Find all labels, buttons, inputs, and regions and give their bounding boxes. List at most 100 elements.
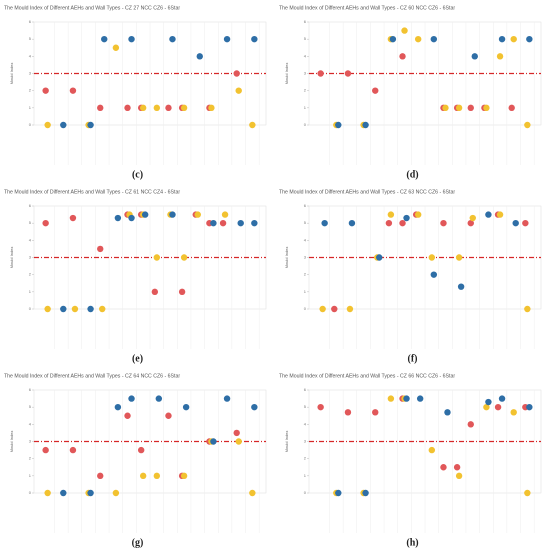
data-point	[182, 403, 190, 411]
data-point	[165, 104, 172, 112]
data-point	[416, 395, 424, 402]
data-point	[235, 87, 242, 94]
y-tick-label: 0	[29, 122, 32, 127]
data-point	[128, 35, 135, 43]
y-tick-label: 0	[304, 122, 307, 127]
data-point	[71, 305, 79, 313]
data-point	[128, 395, 135, 402]
data-point	[139, 472, 147, 480]
y-tick-label: 1	[304, 289, 307, 294]
data-point	[387, 395, 395, 402]
data-point	[124, 412, 131, 419]
y-tick-label: 3	[304, 71, 307, 76]
data-point	[485, 211, 492, 218]
data-point	[44, 489, 51, 497]
data-point	[221, 211, 229, 218]
data-point	[223, 395, 231, 402]
y-tick-label: 5	[304, 404, 307, 409]
y-tick-label: 6	[304, 387, 307, 392]
chart-panel: The Mould Index of Different AEHs and Wa…	[4, 373, 267, 548]
data-point	[469, 214, 476, 222]
y-tick-label: 5	[29, 36, 32, 41]
data-point	[389, 35, 397, 43]
chart-title: The Mould Index of Different AEHs and Wa…	[4, 5, 180, 11]
subfigure-label: (e)	[132, 353, 143, 364]
data-point	[235, 438, 242, 445]
data-point	[317, 70, 324, 77]
data-point	[317, 403, 324, 411]
y-tick-label: 4	[29, 421, 32, 426]
y-axis-label: Mould Index	[9, 431, 14, 453]
y-tick-label: 5	[304, 36, 307, 41]
data-point	[440, 464, 447, 471]
data-point	[414, 35, 422, 43]
data-point	[430, 35, 438, 43]
data-point	[321, 219, 328, 227]
data-point	[42, 87, 49, 94]
data-point	[526, 403, 533, 411]
y-tick-label: 1	[304, 105, 307, 110]
y-tick-label: 3	[304, 439, 307, 444]
data-point	[346, 305, 354, 313]
y-tick-label: 1	[29, 289, 32, 294]
data-point	[87, 305, 94, 313]
subfigure-label: (f)	[408, 353, 418, 364]
data-point	[526, 35, 533, 43]
data-point	[210, 219, 217, 227]
y-tick-label: 5	[29, 220, 32, 225]
data-point	[141, 211, 149, 218]
data-point	[97, 245, 104, 253]
data-point	[114, 214, 122, 222]
data-point	[440, 219, 447, 227]
y-tick-label: 3	[304, 255, 307, 260]
data-point	[485, 398, 492, 406]
data-point	[233, 429, 240, 437]
data-point	[153, 472, 161, 480]
data-point	[430, 271, 438, 278]
data-point	[69, 87, 77, 94]
y-tick-label: 3	[29, 71, 32, 76]
y-axis-label: Mould Index	[9, 63, 14, 85]
data-point	[44, 121, 51, 129]
data-point	[414, 211, 422, 218]
data-point	[362, 489, 369, 497]
data-point	[124, 104, 131, 112]
data-point	[467, 219, 474, 227]
data-point	[399, 219, 406, 227]
data-point	[155, 395, 163, 402]
data-point	[237, 219, 244, 227]
data-point	[455, 472, 463, 480]
y-tick-label: 5	[304, 220, 307, 225]
y-tick-label: 2	[29, 272, 32, 277]
data-point	[331, 305, 338, 313]
data-point	[180, 472, 188, 480]
data-point	[512, 219, 519, 227]
data-point	[376, 254, 383, 261]
data-point	[101, 35, 108, 43]
data-point	[219, 219, 227, 227]
data-point	[60, 305, 67, 313]
y-tick-label: 2	[29, 88, 32, 93]
y-tick-label: 6	[304, 19, 307, 24]
y-tick-label: 6	[304, 203, 307, 208]
data-point	[387, 211, 395, 218]
data-point	[210, 438, 217, 445]
data-point	[87, 121, 94, 129]
data-point	[169, 35, 176, 43]
data-point	[524, 305, 531, 313]
y-tick-label: 1	[29, 105, 32, 110]
y-tick-label: 4	[304, 421, 307, 426]
data-point	[498, 35, 506, 43]
y-tick-label: 5	[29, 404, 32, 409]
data-point	[151, 288, 159, 296]
data-point	[483, 104, 490, 112]
data-point	[496, 211, 504, 218]
data-point	[69, 214, 77, 222]
y-tick-label: 1	[304, 473, 307, 478]
y-tick-label: 6	[29, 203, 32, 208]
y-tick-label: 0	[304, 490, 307, 495]
chart-title: The Mould Index of Different AEHs and Wa…	[279, 5, 455, 11]
y-tick-label: 4	[304, 53, 307, 58]
data-point	[471, 53, 478, 60]
